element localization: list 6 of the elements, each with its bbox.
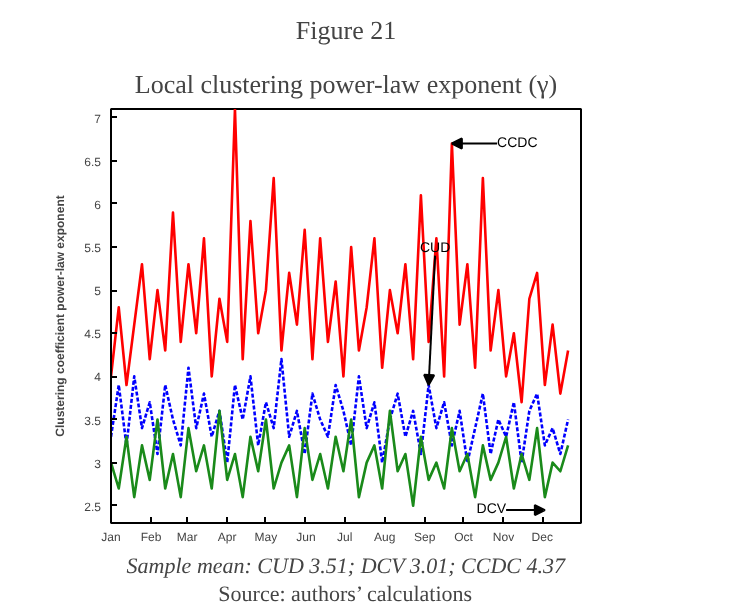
line-series <box>111 109 570 404</box>
line-series <box>111 357 570 464</box>
chart-title: Figure 21 <box>295 15 397 45</box>
text: Sample mean: CUD 3.51; DCV 3.01; CCDC 4.37 <box>126 555 566 579</box>
source-note: Source: authors’ calculations <box>218 583 473 606</box>
chart-subtitle: Local clustering power-law exponent (γ) <box>134 69 558 99</box>
